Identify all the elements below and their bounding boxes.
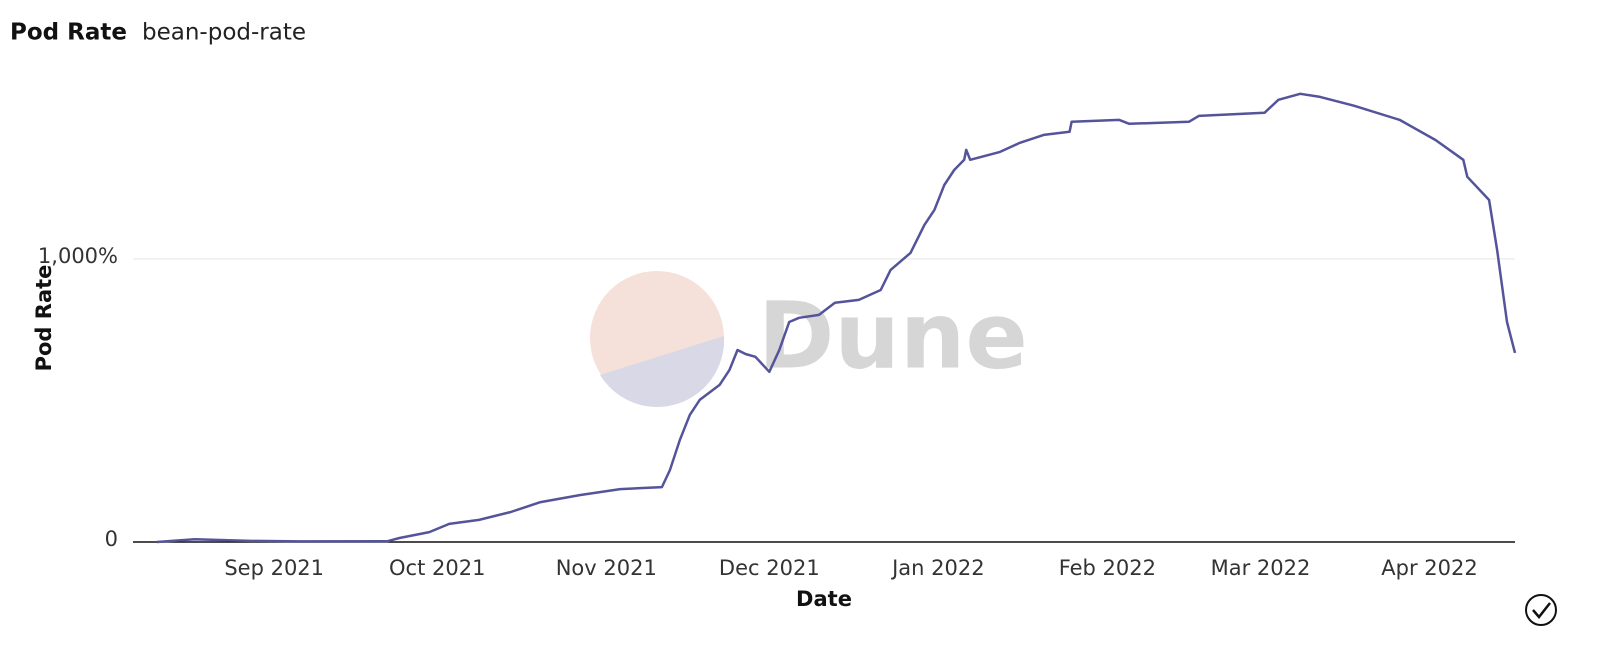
x-tick-label: Nov 2021 xyxy=(556,556,657,580)
status-icon xyxy=(1525,594,1557,626)
x-tick-label: Jan 2022 xyxy=(890,556,985,580)
x-tick-label: Feb 2022 xyxy=(1059,556,1156,580)
x-tick-label: Oct 2021 xyxy=(389,556,485,580)
y-axis-label: Pod Rate xyxy=(32,265,56,372)
data-line xyxy=(156,92,1517,544)
x-tick-label: Dec 2021 xyxy=(719,556,820,580)
x-tick-label: Sep 2021 xyxy=(224,556,324,580)
watermark-logo-lower xyxy=(600,336,725,407)
x-tick-label: Apr 2022 xyxy=(1381,556,1477,580)
x-tick-label: Mar 2022 xyxy=(1211,556,1311,580)
y-tick-label: 1,000% xyxy=(38,244,118,268)
watermark: Dune xyxy=(590,271,1028,407)
chart-subtitle: bean-pod-rate xyxy=(142,20,306,46)
watermark-text: Dune xyxy=(758,282,1028,389)
y-tick-label: 0 xyxy=(105,527,118,551)
chart-title: Pod Rate xyxy=(10,20,127,46)
x-axis-label: Date xyxy=(796,587,852,611)
